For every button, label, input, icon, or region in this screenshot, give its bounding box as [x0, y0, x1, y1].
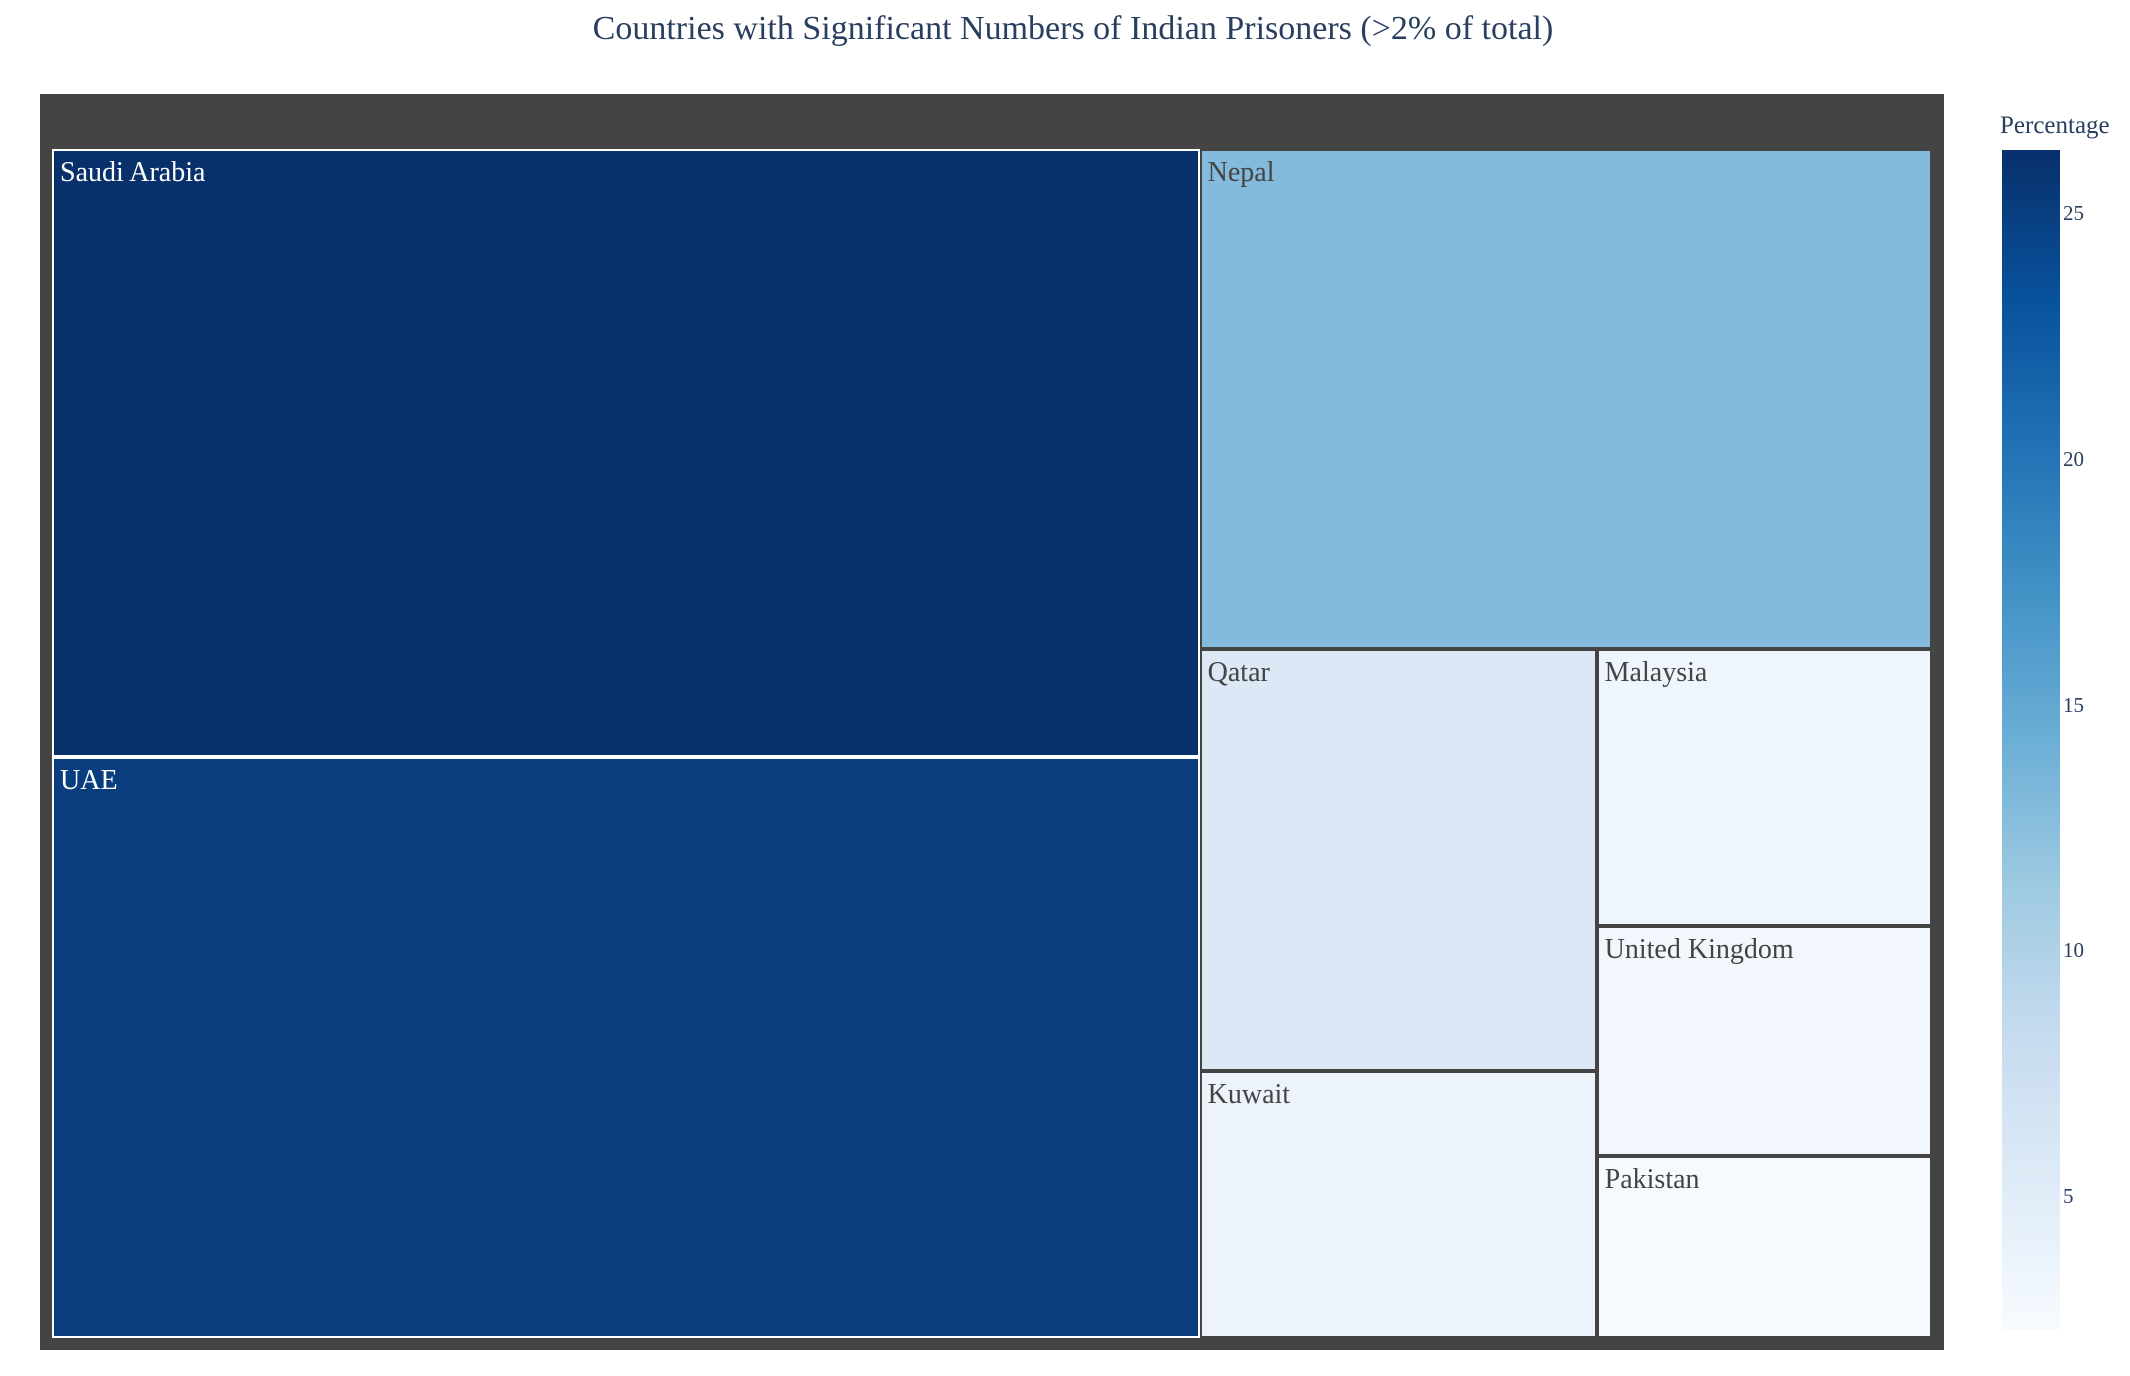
colorbar-tick: 25: [2063, 200, 2084, 225]
treemap-tile[interactable]: United Kingdom: [1596, 926, 1932, 1156]
colorbar-tick: 10: [2063, 938, 2084, 963]
tile-label: Nepal: [1207, 157, 1275, 188]
treemap-tile[interactable]: UAE: [52, 757, 1200, 1338]
tile-label: Qatar: [1207, 657, 1270, 689]
treemap-tile[interactable]: Kuwait: [1199, 1070, 1597, 1338]
tile-label: Saudi Arabia: [60, 157, 206, 188]
treemap-tile[interactable]: Qatar: [1199, 649, 1597, 1071]
treemap-tile[interactable]: Malaysia: [1596, 649, 1932, 927]
colorbar-tick: 5: [2063, 1184, 2074, 1209]
colorbar: [2002, 150, 2060, 1330]
tile-label: Pakistan: [1604, 1163, 1700, 1195]
treemap-tile[interactable]: Nepal: [1199, 149, 1932, 650]
colorbar-title: Percentage: [2000, 112, 2110, 139]
tile-label: Kuwait: [1207, 1078, 1291, 1110]
tile-label: Malaysia: [1604, 657, 1708, 689]
treemap-tile[interactable]: Saudi Arabia: [52, 149, 1200, 758]
treemap-tile[interactable]: Pakistan: [1596, 1155, 1932, 1338]
treemap-area: Saudi Arabia UAE Nepal Qatar Kuwait Malaysia U…: [40, 94, 1944, 1350]
tile-label: United Kingdom: [1604, 934, 1794, 966]
chart-title: Countries with Significant Numbers of In…: [592, 10, 1554, 47]
colorbar-tick: 20: [2063, 446, 2084, 471]
colorbar-tick: 15: [2063, 692, 2084, 717]
tile-label: UAE: [60, 765, 118, 797]
